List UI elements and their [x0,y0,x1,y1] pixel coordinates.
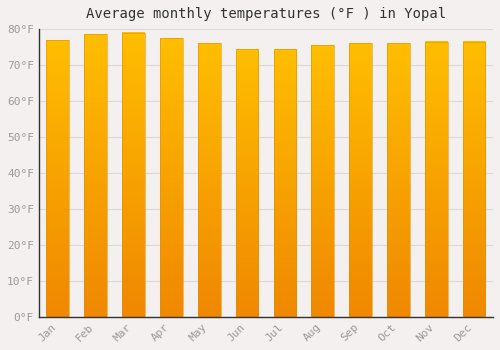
Bar [160,38,182,317]
Bar [274,49,296,317]
Bar [349,43,372,317]
Bar [236,49,258,317]
Bar [312,45,334,317]
Bar [463,42,485,317]
Bar [122,33,145,317]
Title: Average monthly temperatures (°F ) in Yopal: Average monthly temperatures (°F ) in Yo… [86,7,446,21]
Bar [198,43,220,317]
Bar [46,40,69,317]
Bar [387,43,410,317]
Bar [84,34,107,317]
Bar [425,42,448,317]
